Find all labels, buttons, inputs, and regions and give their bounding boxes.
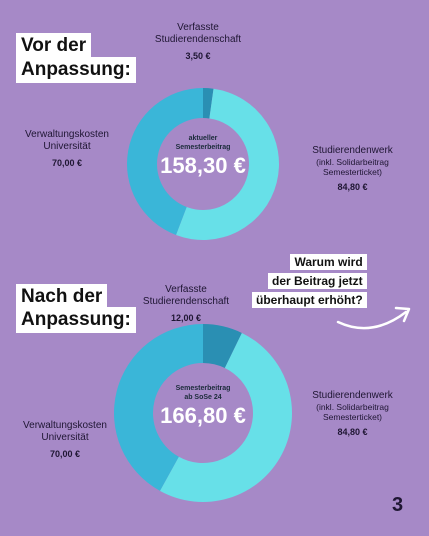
chart1-label-verwaltung-line1: Verwaltungskosten [25, 129, 109, 140]
chart1-label-verfasste: Verfasste Studierendenschaft 3,50 € [138, 22, 258, 62]
chart2-label-verfasste-value: 12,00 € [170, 313, 202, 323]
chart1-label-verwaltung: Verwaltungskosten Universität 70,00 € [12, 129, 122, 169]
chart1-slice-2 [176, 88, 279, 241]
chart2-slice-1 [203, 324, 242, 369]
chart2-label-studierendenwerk-note1: (inkl. Solidarbeitrag [316, 402, 389, 412]
chart1-center: aktueller Semesterbeitrag 158,30 € [148, 134, 258, 179]
chart2-label-studierendenwerk-line1: Studierendenwerk [312, 390, 393, 401]
chart1-center-total: 158,30 € [160, 153, 246, 178]
chart2-label-verfasste-line1: Verfasste [165, 284, 207, 295]
chart1-center-caption-line2: Semesterbeitrag [175, 144, 231, 151]
chart1-label-verfasste-value: 3,50 € [185, 51, 211, 61]
chart1-label-verwaltung-line2: Universität [43, 141, 91, 152]
chart1-heading-line1: Vor der [16, 33, 92, 59]
question-line-1: Warum wird [290, 254, 367, 270]
chart1-slice-1 [203, 88, 214, 119]
chart1-slice-3 [126, 88, 203, 236]
chart2-label-verwaltung-line1: Verwaltungskosten [23, 420, 107, 431]
chart2-label-verfasste-line2: Studierendenschaft [142, 296, 230, 307]
question-line-2: der Beitrag jetzt [267, 273, 367, 289]
chart1-label-studierendenwerk: Studierendenwerk (inkl. Solidarbeitrag S… [295, 145, 410, 193]
chart2-slice-3 [114, 324, 203, 491]
question-line-3: überhaupt erhöht? [252, 292, 367, 308]
chart1-label-studierendenwerk-note1: (inkl. Solidarbeitrag [316, 157, 389, 167]
chart2-center-caption-line1: Semesterbeitrag [175, 385, 231, 392]
chart2-slice-2 [159, 332, 292, 502]
chart2-center: Semesterbeitrag ab SoSe 24 166,80 € [148, 384, 258, 429]
chart1-label-studierendenwerk-note2: Semesterticket) [322, 167, 383, 177]
chart2-label-studierendenwerk-note2: Semesterticket) [322, 412, 383, 422]
chart2-label-verwaltung-value: 70,00 € [49, 449, 81, 459]
chart2-label-studierendenwerk-value: 84,80 € [337, 427, 368, 437]
chart1-label-verfasste-line2: Studierendenschaft [154, 34, 242, 45]
chart2-label-verwaltung: Verwaltungskosten Universität 70,00 € [10, 420, 120, 460]
page-number: 3 [392, 494, 404, 516]
chart2-center-total: 166,80 € [160, 403, 246, 428]
chart2-center-caption-line2: ab SoSe 24 [184, 394, 222, 401]
chart1-label-verwaltung-value: 70,00 € [51, 158, 83, 168]
chart1-center-caption-line1: aktueller [188, 135, 218, 142]
chart2-label-verwaltung-line2: Universität [41, 432, 89, 443]
chart1-label-verfasste-line1: Verfasste [177, 22, 219, 33]
chart2-label-studierendenwerk: Studierendenwerk (inkl. Solidarbeitrag S… [295, 390, 410, 438]
chart2-heading-line1: Nach der [16, 284, 108, 310]
chart2-label-verfasste: Verfasste Studierendenschaft 12,00 € [126, 284, 246, 324]
chart1-heading-line2: Anpassung: [16, 57, 136, 83]
chart1-label-studierendenwerk-value: 84,80 € [337, 182, 368, 192]
question-box: Warum wird der Beitrag jetzt überhaupt e… [252, 254, 367, 311]
chart2-heading-line2: Anpassung: [16, 307, 136, 333]
chart1-label-studierendenwerk-line1: Studierendenwerk [312, 145, 393, 156]
